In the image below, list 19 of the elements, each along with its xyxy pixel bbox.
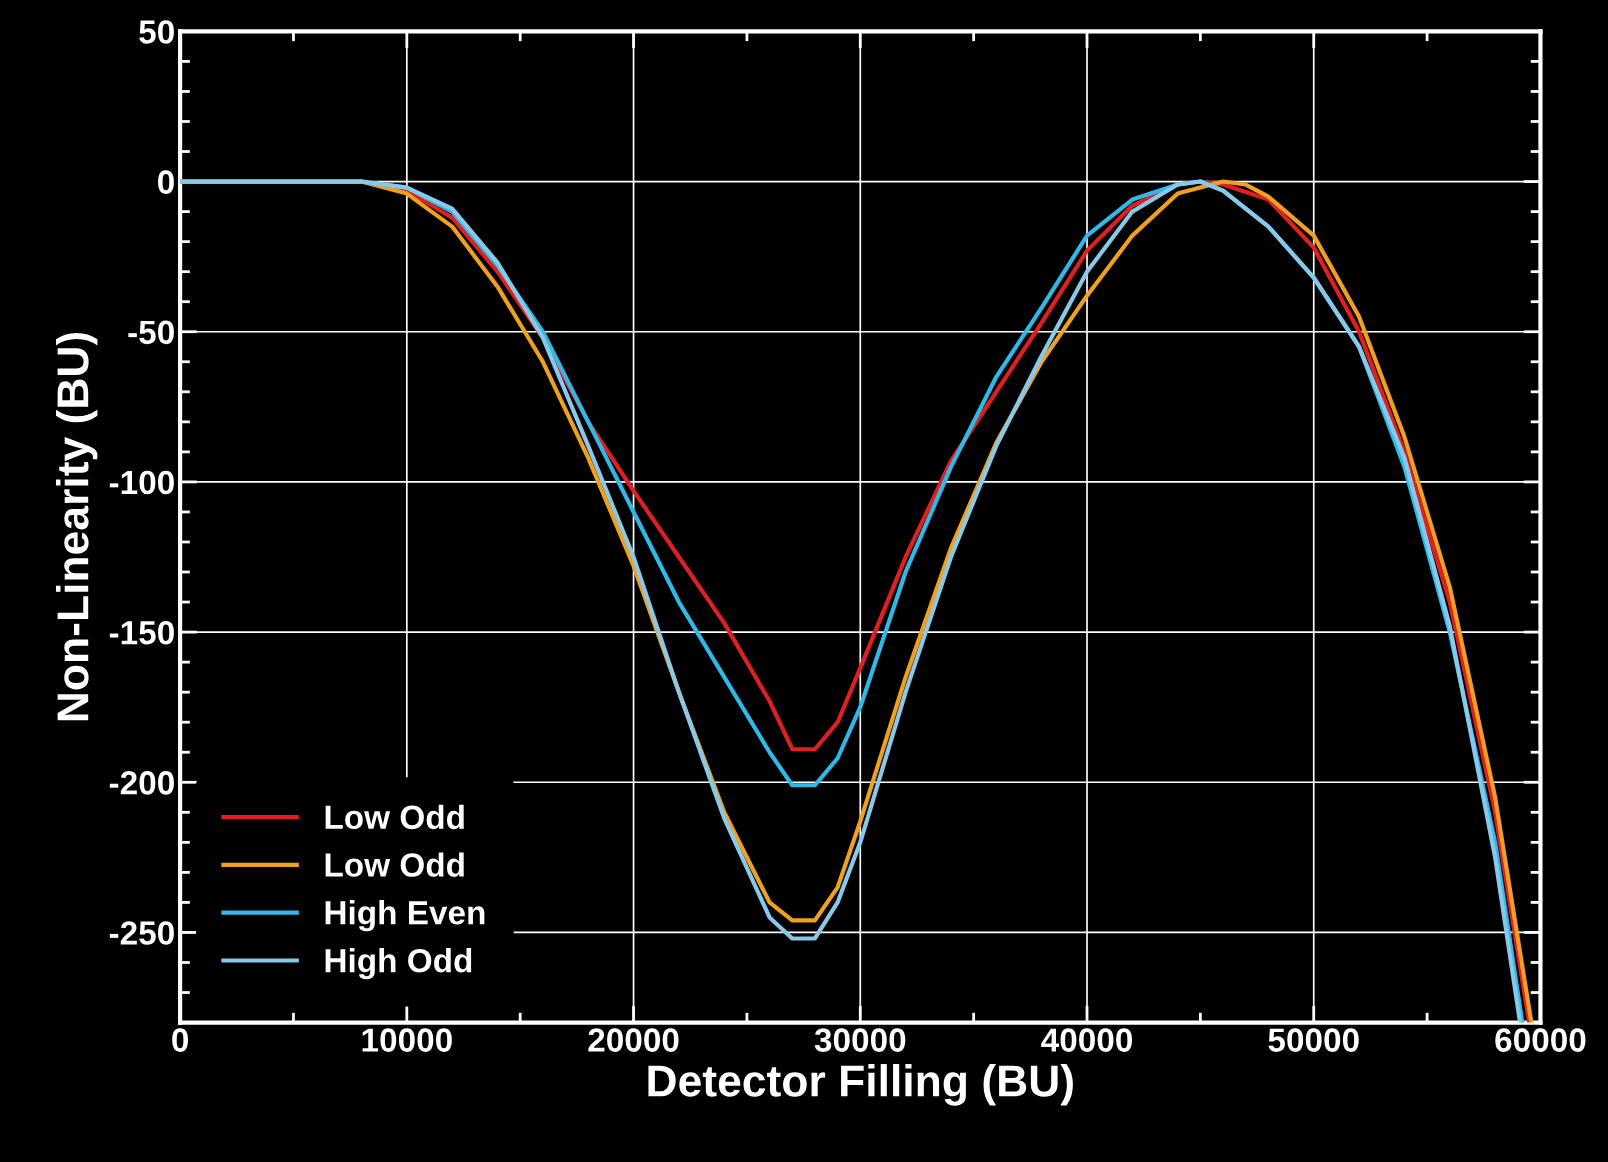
y-tick-label: 50 — [139, 20, 174, 44]
x-tick-label: 10000 — [362, 1028, 452, 1052]
legend-label: High Odd — [325, 948, 472, 980]
x-axis-title: Detector Filling (BU) — [648, 1064, 1073, 1106]
x-tick-label: 40000 — [1041, 1028, 1132, 1052]
legend-label: High Even — [325, 900, 485, 932]
y-axis-title: Non-Linearity (BU) — [55, 332, 98, 721]
x-tick-label: 20000 — [588, 1028, 679, 1052]
legend-label: Low Odd — [325, 804, 464, 830]
x-tick-label: 50000 — [1268, 1028, 1359, 1052]
y-tick-label: -50 — [128, 320, 174, 345]
y-tick-label: -150 — [109, 620, 174, 645]
y-tick-label: -100 — [109, 470, 174, 495]
x-tick-label: 60000 — [1495, 1028, 1586, 1052]
y-tick-label: -200 — [109, 771, 174, 795]
y-tick-label: 0 — [158, 170, 174, 194]
legend-label: Low Odd — [325, 852, 464, 877]
y-tick-label: -250 — [109, 921, 174, 945]
x-tick-label: 30000 — [814, 1028, 906, 1052]
